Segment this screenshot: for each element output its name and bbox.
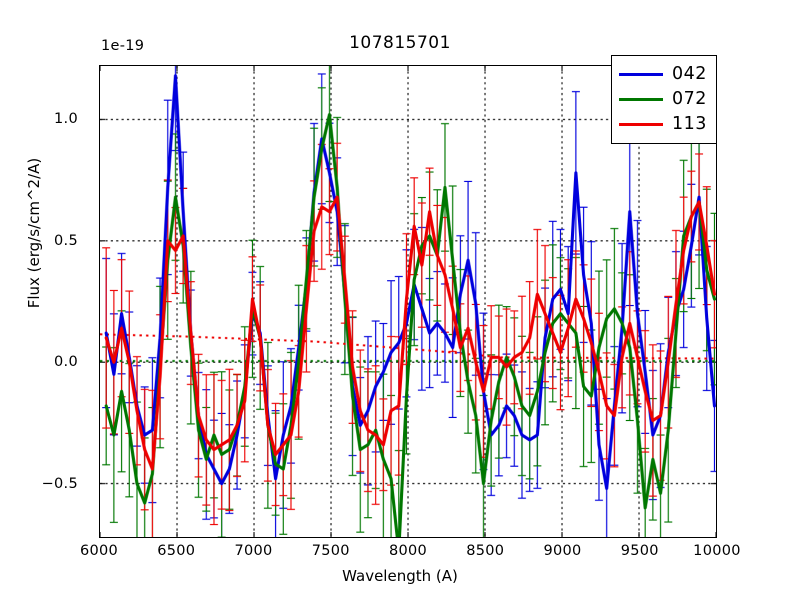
x-tick-label: 8000 <box>388 543 428 559</box>
legend-label-113: 113 <box>672 113 707 134</box>
legend: 042 072 113 <box>611 55 717 144</box>
x-tick-label: 7500 <box>311 543 350 559</box>
data-plot-canvas <box>100 66 716 537</box>
legend-label-072: 072 <box>672 88 707 109</box>
legend-swatch-072 <box>619 98 663 101</box>
x-axis-label: Wavelength (A) <box>342 567 458 585</box>
legend-swatch-042 <box>619 73 663 76</box>
y-tick-label: −0.5 <box>41 476 78 493</box>
x-tick-label: 9500 <box>620 543 659 559</box>
x-tick-label: 6000 <box>79 543 119 559</box>
y-tick-label: 0.5 <box>54 232 78 249</box>
plot-axes <box>99 65 717 538</box>
page-title: 107815701 <box>349 33 451 53</box>
legend-item-072: 072 <box>619 87 707 112</box>
legend-item-042: 042 <box>619 62 707 87</box>
x-tick-label: 8500 <box>466 543 505 559</box>
x-tick-label: 6500 <box>157 543 196 559</box>
legend-swatch-113 <box>619 123 663 126</box>
legend-label-042: 042 <box>672 63 707 84</box>
x-tick-label: 9000 <box>543 543 582 559</box>
x-tick-label: 7000 <box>234 543 273 559</box>
legend-item-113: 113 <box>619 112 707 137</box>
y-tick-label: 1.0 <box>54 110 78 127</box>
y-tick-label: 0.0 <box>54 354 78 371</box>
x-tick-label: 10000 <box>693 543 741 559</box>
y-axis-offset-label: 1e-19 <box>101 38 145 54</box>
